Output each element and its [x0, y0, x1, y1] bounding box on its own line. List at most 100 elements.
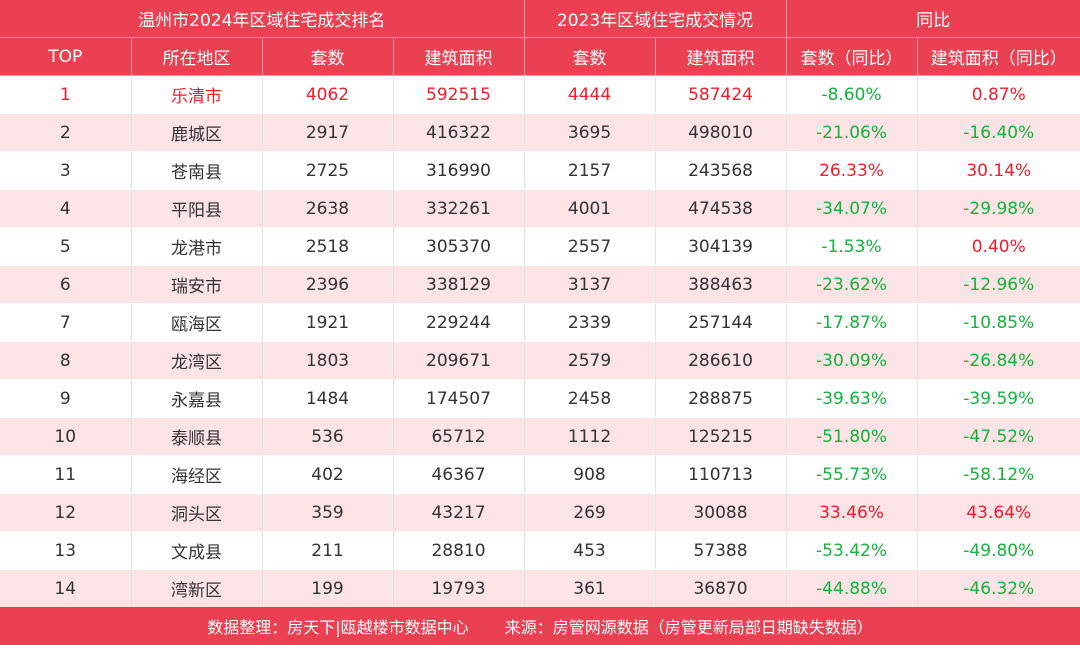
table-row: 12 洞头区 359 43217 269 30088 33.46% 43.64%: [0, 493, 1080, 532]
floor-yoy-cell: 43.64%: [917, 493, 1080, 532]
units-2024-cell: 2396: [262, 265, 394, 304]
area-cell: 湾新区: [131, 569, 263, 608]
units-2024-cell: 402: [262, 455, 394, 494]
footer-source: 来源：房管网源数据（房管更新局部日期缺失数据）: [504, 618, 873, 637]
units-2023-cell: 4001: [524, 189, 656, 228]
footer-compiled-by: 数据整理：房天下|瓯越楼市数据中心: [207, 618, 469, 637]
units-2024-cell: 1803: [262, 341, 394, 380]
floor-2024-cell: 316990: [393, 151, 525, 190]
units-yoy-cell: -1.53%: [786, 227, 918, 266]
table-row: 8 龙湾区 1803 209671 2579 286610 -30.09% -26.84%: [0, 341, 1080, 380]
floor-2023-cell: 388463: [655, 265, 787, 304]
floor-2024-cell: 19793: [393, 569, 525, 608]
floor-2023-cell: 57388: [655, 531, 787, 570]
table-row: 1 乐清市 4062 592515 4444 587424 -8.60% 0.87%: [0, 75, 1080, 114]
floor-2023-cell: 587424: [655, 75, 787, 114]
area-cell: 洞头区: [131, 493, 263, 532]
floor-2024-cell: 229244: [393, 303, 525, 342]
floor-2024-cell: 338129: [393, 265, 525, 304]
floor-yoy-cell: 30.14%: [917, 151, 1080, 190]
floor-2023-cell: 257144: [655, 303, 787, 342]
units-yoy-cell: -44.88%: [786, 569, 918, 608]
group-header-row: 温州市2024年区域住宅成交排名 2023年区域住宅成交情况 同比: [0, 0, 1080, 38]
col-header-units-yoy: 套数（同比）: [786, 37, 918, 76]
rank-cell: 3: [0, 151, 132, 190]
column-header-row: TOP 所在地区 套数 建筑面积 套数 建筑面积 套数（同比） 建筑面积（同比）: [0, 37, 1080, 76]
units-2023-cell: 3137: [524, 265, 656, 304]
units-2024-cell: 2638: [262, 189, 394, 228]
area-cell: 瑞安市: [131, 265, 263, 304]
col-header-rank: TOP: [0, 37, 132, 76]
table-body: 1 乐清市 4062 592515 4444 587424 -8.60% 0.87% 2 鹿城区 2…: [0, 75, 1080, 608]
units-yoy-cell: -34.07%: [786, 189, 918, 228]
rank-cell: 8: [0, 341, 132, 380]
units-2024-cell: 536: [262, 417, 394, 456]
rank-cell: 11: [0, 455, 132, 494]
area-cell: 泰顺县: [131, 417, 263, 456]
area-cell: 鹿城区: [131, 113, 263, 152]
units-2023-cell: 361: [524, 569, 656, 608]
rank-cell: 14: [0, 569, 132, 608]
floor-yoy-cell: -26.84%: [917, 341, 1080, 380]
floor-2023-cell: 288875: [655, 379, 787, 418]
floor-2023-cell: 36870: [655, 569, 787, 608]
units-yoy-cell: -21.06%: [786, 113, 918, 152]
units-2024-cell: 2518: [262, 227, 394, 266]
units-2024-cell: 2917: [262, 113, 394, 152]
units-yoy-cell: -30.09%: [786, 341, 918, 380]
floor-2023-cell: 30088: [655, 493, 787, 532]
col-header-units-2024: 套数: [262, 37, 394, 76]
floor-yoy-cell: -39.59%: [917, 379, 1080, 418]
area-cell: 乐清市: [131, 75, 263, 114]
floor-yoy-cell: -49.80%: [917, 531, 1080, 570]
area-cell: 永嘉县: [131, 379, 263, 418]
table-row: 7 瓯海区 1921 229244 2339 257144 -17.87% -10.85%: [0, 303, 1080, 342]
units-yoy-cell: -23.62%: [786, 265, 918, 304]
group-header-2023: 2023年区域住宅成交情况: [524, 0, 787, 38]
rank-cell: 1: [0, 75, 132, 114]
floor-2023-cell: 498010: [655, 113, 787, 152]
table-row: 9 永嘉县 1484 174507 2458 288875 -39.63% -39.59%: [0, 379, 1080, 418]
units-2024-cell: 1484: [262, 379, 394, 418]
col-header-floor-2024: 建筑面积: [393, 37, 525, 76]
units-2023-cell: 3695: [524, 113, 656, 152]
col-header-area: 所在地区: [131, 37, 263, 76]
units-2023-cell: 269: [524, 493, 656, 532]
rank-cell: 5: [0, 227, 132, 266]
table-row: 3 苍南县 2725 316990 2157 243568 26.33% 30.14%: [0, 151, 1080, 190]
floor-yoy-cell: -58.12%: [917, 455, 1080, 494]
floor-2024-cell: 416322: [393, 113, 525, 152]
units-yoy-cell: 33.46%: [786, 493, 918, 532]
floor-yoy-cell: -29.98%: [917, 189, 1080, 228]
table-row: 4 平阳县 2638 332261 4001 474538 -34.07% -29.98%: [0, 189, 1080, 228]
rank-cell: 10: [0, 417, 132, 456]
floor-2024-cell: 174507: [393, 379, 525, 418]
floor-2024-cell: 332261: [393, 189, 525, 228]
units-yoy-cell: -51.80%: [786, 417, 918, 456]
rank-cell: 9: [0, 379, 132, 418]
floor-yoy-cell: -10.85%: [917, 303, 1080, 342]
rank-cell: 6: [0, 265, 132, 304]
units-2023-cell: 2339: [524, 303, 656, 342]
rank-cell: 7: [0, 303, 132, 342]
area-cell: 苍南县: [131, 151, 263, 190]
floor-2024-cell: 305370: [393, 227, 525, 266]
floor-yoy-cell: -46.32%: [917, 569, 1080, 608]
units-yoy-cell: 26.33%: [786, 151, 918, 190]
area-cell: 文成县: [131, 531, 263, 570]
area-cell: 瓯海区: [131, 303, 263, 342]
floor-2023-cell: 304139: [655, 227, 787, 266]
rank-cell: 4: [0, 189, 132, 228]
ranking-table: 温州市2024年区域住宅成交排名 2023年区域住宅成交情况 同比 TOP 所在…: [0, 0, 1080, 608]
floor-yoy-cell: -12.96%: [917, 265, 1080, 304]
area-cell: 龙港市: [131, 227, 263, 266]
units-yoy-cell: -17.87%: [786, 303, 918, 342]
floor-2023-cell: 243568: [655, 151, 787, 190]
units-yoy-cell: -8.60%: [786, 75, 918, 114]
units-2024-cell: 211: [262, 531, 394, 570]
units-yoy-cell: -53.42%: [786, 531, 918, 570]
floor-2023-cell: 474538: [655, 189, 787, 228]
footer-bar: 数据整理：房天下|瓯越楼市数据中心 来源：房管网源数据（房管更新局部日期缺失数据…: [0, 607, 1080, 645]
rank-cell: 13: [0, 531, 132, 570]
